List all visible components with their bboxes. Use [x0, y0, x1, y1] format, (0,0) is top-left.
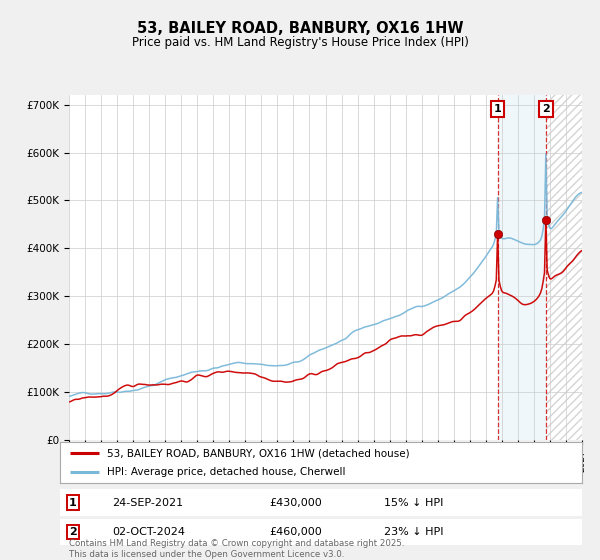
Text: Price paid vs. HM Land Registry's House Price Index (HPI): Price paid vs. HM Land Registry's House …: [131, 36, 469, 49]
Text: 1: 1: [69, 498, 77, 508]
Bar: [497, 95, 546, 440]
Text: 53, BAILEY ROAD, BANBURY, OX16 1HW: 53, BAILEY ROAD, BANBURY, OX16 1HW: [137, 21, 463, 36]
Text: 2: 2: [542, 104, 550, 114]
Text: £430,000: £430,000: [269, 498, 322, 508]
Text: 23% ↓ HPI: 23% ↓ HPI: [383, 527, 443, 537]
Text: 24-SEP-2021: 24-SEP-2021: [112, 498, 184, 508]
Bar: [546, 95, 582, 440]
Text: 1: 1: [494, 104, 502, 114]
Text: £460,000: £460,000: [269, 527, 322, 537]
Text: 53, BAILEY ROAD, BANBURY, OX16 1HW (detached house): 53, BAILEY ROAD, BANBURY, OX16 1HW (deta…: [107, 449, 410, 458]
Text: Contains HM Land Registry data © Crown copyright and database right 2025.
This d: Contains HM Land Registry data © Crown c…: [69, 539, 404, 559]
Text: HPI: Average price, detached house, Cherwell: HPI: Average price, detached house, Cher…: [107, 467, 346, 477]
Text: 02-OCT-2024: 02-OCT-2024: [112, 527, 185, 537]
Text: 15% ↓ HPI: 15% ↓ HPI: [383, 498, 443, 508]
Text: 2: 2: [69, 527, 77, 537]
